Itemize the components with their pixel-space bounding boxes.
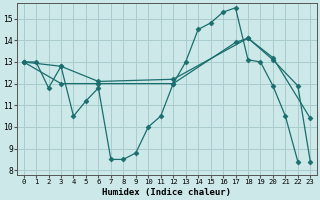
X-axis label: Humidex (Indice chaleur): Humidex (Indice chaleur) [102,188,231,197]
